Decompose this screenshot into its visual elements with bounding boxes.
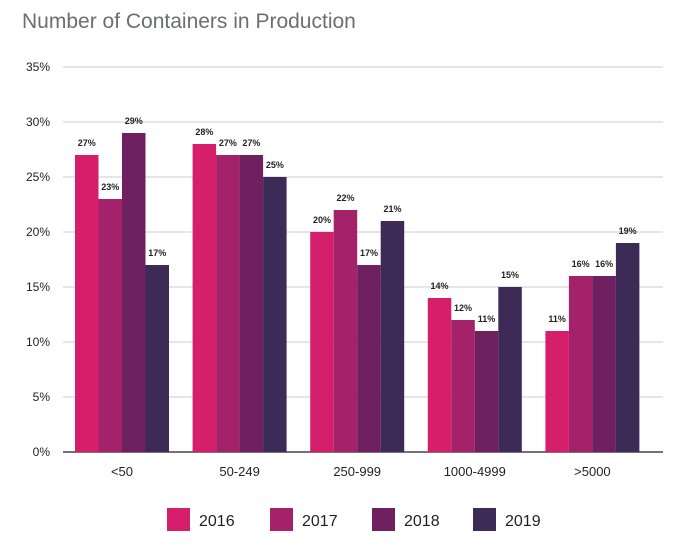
data-label: 21% bbox=[383, 204, 401, 214]
data-label: 27% bbox=[242, 138, 260, 148]
legend-label-2018: 2018 bbox=[404, 513, 440, 530]
data-label: 27% bbox=[78, 138, 96, 148]
legend: 2016 2017 2018 2019 bbox=[167, 508, 541, 531]
y-tick-label: 30% bbox=[26, 115, 50, 129]
legend-label-2016: 2016 bbox=[199, 513, 235, 530]
data-label: 12% bbox=[454, 303, 472, 313]
y-tick-label: 15% bbox=[26, 280, 50, 294]
bar-2017-1 bbox=[216, 155, 240, 452]
data-label: 11% bbox=[548, 314, 566, 324]
data-label: 27% bbox=[219, 138, 237, 148]
legend-swatch-2016 bbox=[167, 508, 190, 531]
y-tick-label: 25% bbox=[26, 170, 50, 184]
bar-2016-3 bbox=[427, 298, 452, 452]
legend-swatch-2018 bbox=[372, 508, 395, 531]
bar-2019-4 bbox=[615, 243, 640, 452]
bar-2017-3 bbox=[451, 320, 475, 452]
y-tick-label: 5% bbox=[33, 390, 51, 404]
x-tick-label: >5000 bbox=[574, 464, 611, 479]
bar-2016-2 bbox=[310, 232, 334, 452]
y-tick-label: 0% bbox=[33, 445, 51, 459]
bar-2019-0 bbox=[145, 265, 169, 452]
bar-2019-2 bbox=[380, 221, 405, 452]
bar-2018-2 bbox=[357, 265, 381, 452]
bar-2017-2 bbox=[333, 210, 358, 452]
chart-title: Number of Containers in Production bbox=[22, 10, 356, 33]
data-label: 17% bbox=[148, 248, 166, 258]
x-tick-label: 250-999 bbox=[333, 464, 381, 479]
data-label: 20% bbox=[313, 215, 331, 225]
data-labels: 27% 23% 29% 17% 28% 27% 27% 25% 20% 22% 17% 21% 14% 1… bbox=[78, 116, 637, 324]
legend-label-2019: 2019 bbox=[505, 513, 541, 530]
x-axis-ticks: <50 50-249 250-999 1000-4999 >5000 bbox=[111, 464, 611, 479]
y-tick-label: 20% bbox=[26, 225, 50, 239]
data-label: 14% bbox=[431, 281, 449, 291]
data-label: 28% bbox=[195, 127, 213, 137]
legend-swatch-2017 bbox=[270, 508, 293, 531]
data-label: 16% bbox=[572, 259, 590, 269]
bar-2016-1 bbox=[192, 144, 217, 452]
bar-2016-4 bbox=[545, 331, 569, 452]
legend-label-2017: 2017 bbox=[302, 513, 338, 530]
data-label: 19% bbox=[619, 226, 637, 236]
bars bbox=[75, 133, 640, 452]
y-tick-label: 10% bbox=[26, 335, 50, 349]
bar-2018-3 bbox=[474, 331, 499, 452]
bar-2016-0 bbox=[75, 155, 99, 452]
bar-2018-1 bbox=[239, 155, 264, 452]
bar-2018-0 bbox=[122, 133, 146, 452]
data-label: 23% bbox=[101, 182, 119, 192]
legend-swatch-2019 bbox=[473, 508, 496, 531]
bar-2017-0 bbox=[98, 199, 122, 452]
y-tick-label: 35% bbox=[26, 60, 50, 74]
data-label: 17% bbox=[360, 248, 378, 258]
x-tick-label: 50-249 bbox=[219, 464, 259, 479]
x-tick-label: 1000-4999 bbox=[444, 464, 506, 479]
data-label: 22% bbox=[336, 193, 354, 203]
bar-2019-3 bbox=[498, 287, 522, 452]
data-label: 16% bbox=[595, 259, 613, 269]
y-axis-ticks: 0% 5% 10% 15% 20% 25% 30% 35% bbox=[26, 60, 50, 459]
data-label: 15% bbox=[501, 270, 519, 280]
x-tick-label: <50 bbox=[111, 464, 133, 479]
bar-2019-1 bbox=[263, 177, 287, 452]
bar-2018-4 bbox=[592, 276, 616, 452]
bar-2017-4 bbox=[568, 276, 593, 452]
data-label: 25% bbox=[266, 160, 284, 170]
data-label: 11% bbox=[478, 314, 496, 324]
data-label: 29% bbox=[125, 116, 143, 126]
